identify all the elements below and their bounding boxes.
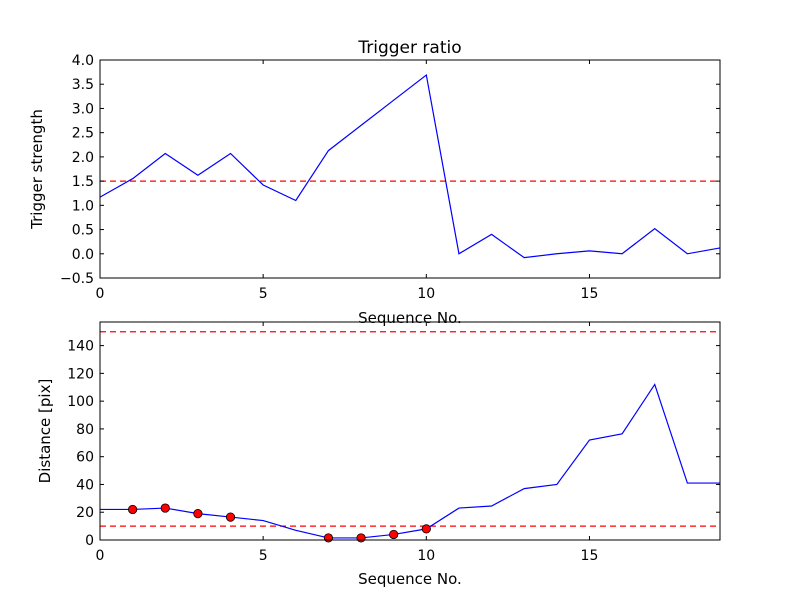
- x-tick-label: 15: [581, 548, 599, 564]
- y-tick-label: 140: [67, 339, 94, 355]
- chart-top-plot-area: 0 5 10 15 −0.5 0.0 0.5 1.0 1.5 2.0 2.5 3.0 3.5 4.0: [60, 53, 721, 302]
- data-marker-3: [225, 512, 236, 522]
- series-line-0: [99, 73, 721, 259]
- data-marker-7: [421, 524, 431, 534]
- y-tick-label: 0.5: [72, 223, 94, 239]
- data-marker-0: [128, 504, 138, 515]
- series-line-0: [100, 383, 720, 539]
- data-marker-1: [160, 503, 170, 513]
- x-tick-label: 10: [417, 286, 435, 302]
- chart-top: Trigger ratio 0 5 10 15 −0.5 0.0 0.5 1.0 1.5 2.0 2…: [28, 38, 721, 327]
- data-marker-5: [356, 533, 366, 543]
- y-tick-label: 3.5: [72, 77, 94, 93]
- plot-frame: [99, 321, 721, 541]
- x-tick-label: 0: [96, 548, 105, 564]
- y-tick-label: 0.0: [72, 247, 94, 263]
- y-tick-label: 80: [76, 422, 94, 438]
- chart-top-xlabel: Sequence No.: [358, 309, 462, 327]
- y-tick-label: 2.5: [72, 126, 94, 142]
- y-tick-label: 0: [85, 533, 94, 549]
- data-marker-6: [389, 529, 399, 540]
- y-tick-label: 2.0: [72, 150, 94, 166]
- y-tick-label: 120: [67, 366, 94, 382]
- chart-bottom-ylabel: Distance [pix]: [36, 379, 54, 484]
- x-tick-label: 5: [259, 286, 268, 302]
- chart-top-title: Trigger ratio: [357, 38, 461, 58]
- y-tick-label: 3.0: [72, 101, 94, 117]
- y-tick-label: 60: [76, 450, 94, 466]
- chart-bottom-xlabel: Sequence No.: [358, 570, 462, 588]
- chart-top-ylabel: Trigger strength: [28, 109, 46, 230]
- data-marker-4: [323, 533, 334, 543]
- plot-frame: [99, 59, 721, 279]
- x-tick-label: 0: [96, 286, 105, 302]
- y-tick-label: −0.5: [60, 271, 94, 287]
- chart-bottom-plot-area: 0 5 10 15 0 20 40 60 80 100 120 140: [67, 321, 721, 564]
- x-tick-label: 5: [259, 548, 268, 564]
- chart-bottom: 0 5 10 15 0 20 40 60 80 100 120 140 Sequence No. Di…: [36, 321, 721, 588]
- x-tick-label: 15: [581, 286, 599, 302]
- y-tick-label: 40: [76, 477, 94, 493]
- data-marker-2: [193, 509, 203, 519]
- y-tick-label: 4.0: [72, 53, 94, 69]
- y-tick-label: 20: [76, 505, 94, 521]
- y-tick-label: 100: [67, 394, 94, 410]
- y-tick-label: 1.5: [72, 174, 94, 190]
- x-tick-label: 10: [417, 548, 435, 564]
- y-tick-label: 1.0: [72, 198, 94, 214]
